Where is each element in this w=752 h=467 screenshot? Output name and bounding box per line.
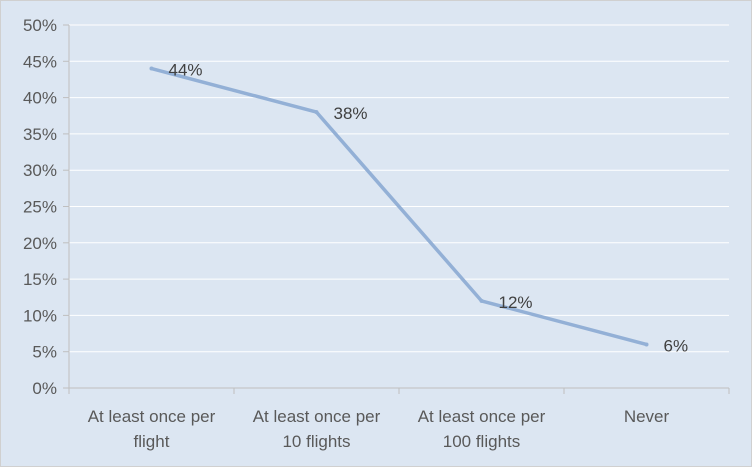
- y-tick-label: 10%: [23, 306, 57, 325]
- x-category-label: At least once per 100 flights: [418, 407, 546, 451]
- data-label: 6%: [664, 336, 689, 355]
- y-tick-label: 50%: [23, 16, 57, 35]
- data-point: [149, 66, 154, 71]
- data-point: [644, 342, 649, 347]
- y-tick-label: 40%: [23, 89, 57, 108]
- y-tick-label: 0%: [32, 379, 57, 398]
- y-tick-label: 20%: [23, 234, 57, 253]
- data-label: 44%: [169, 61, 203, 80]
- y-tick-label: 25%: [23, 198, 57, 217]
- x-category-label: Never: [624, 407, 670, 426]
- y-tick-label: 15%: [23, 270, 57, 289]
- y-tick-label: 45%: [23, 52, 57, 71]
- series-line: [149, 66, 649, 347]
- y-tick-label: 5%: [32, 343, 57, 362]
- data-label: 38%: [334, 104, 368, 123]
- x-category-label: At least once per flight: [88, 407, 216, 451]
- data-point: [314, 110, 319, 115]
- data-label: 12%: [499, 293, 533, 312]
- y-tick-label: 35%: [23, 125, 57, 144]
- data-point: [479, 298, 484, 303]
- x-category-label: At least once per 10 flights: [253, 407, 381, 451]
- y-tick-label: 30%: [23, 161, 57, 180]
